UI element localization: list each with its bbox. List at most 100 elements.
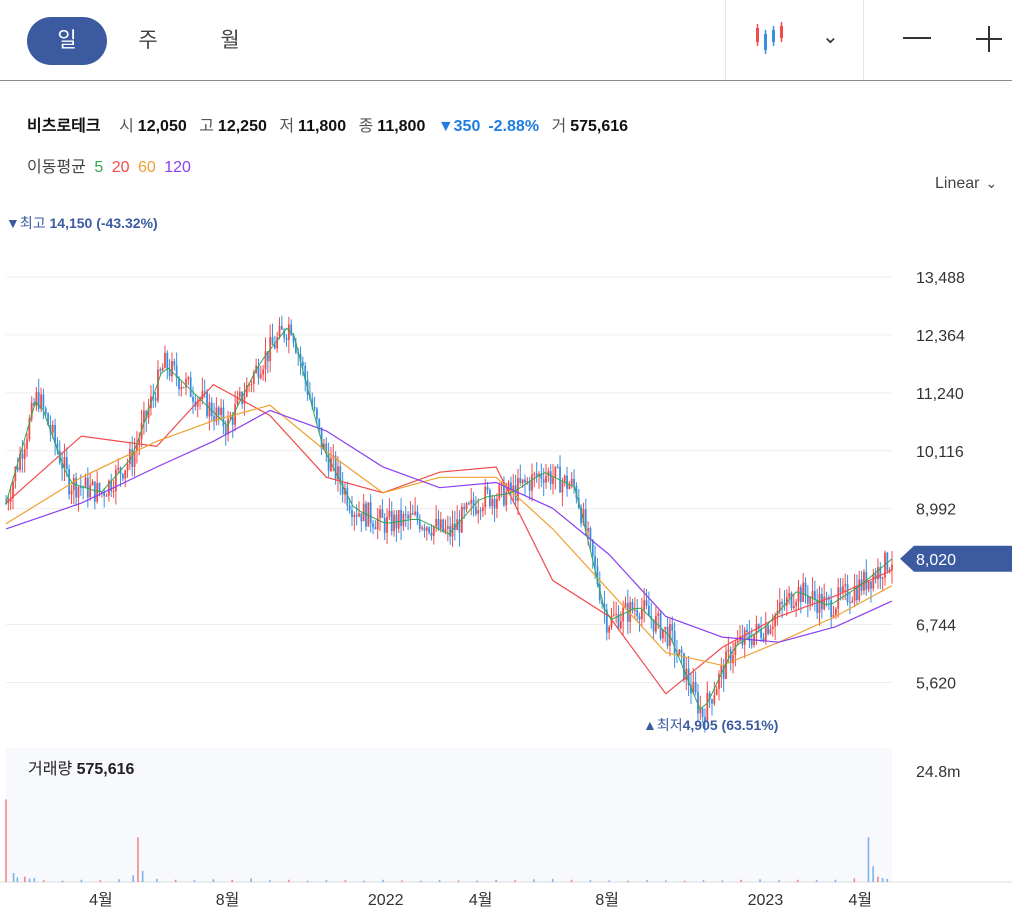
volume-bar: [250, 878, 252, 882]
candle-body: [631, 602, 634, 611]
candle-body: [182, 387, 185, 389]
stock-name: 비츠로테크: [27, 118, 101, 135]
volume-bar: [287, 879, 290, 882]
volume-bar: [834, 879, 837, 882]
candle-body: [769, 629, 772, 634]
tab-monthly[interactable]: 월: [220, 29, 240, 52]
ma-5-label: 5: [94, 159, 104, 176]
candle-body: [121, 474, 124, 479]
candle-body: [44, 408, 47, 414]
candle-body: [112, 491, 115, 493]
change-value: ▼350: [437, 118, 481, 135]
candle-body: [159, 369, 162, 371]
candle-body: [886, 552, 889, 571]
candle-body: [477, 510, 480, 514]
candle-body: [82, 487, 85, 489]
candle-body: [404, 514, 407, 516]
volume-bar: [24, 876, 26, 882]
candle-body: [330, 457, 332, 471]
candle-body: [704, 716, 706, 721]
candle-body: [863, 571, 865, 591]
candle-body: [171, 361, 173, 377]
volume-bar: [589, 880, 592, 882]
candle-body: [510, 482, 512, 493]
tab-daily[interactable]: 일: [27, 17, 107, 65]
candle-body: [7, 501, 10, 504]
candle-body: [720, 665, 723, 675]
volume-bar: [269, 880, 271, 882]
candle-body: [853, 586, 856, 601]
candle-body: [734, 643, 737, 656]
volume-bar: [721, 880, 724, 882]
volume-bar: [33, 877, 36, 882]
candle-body: [570, 478, 573, 485]
candle-body: [594, 555, 597, 566]
candle-body: [491, 498, 494, 507]
candle-body: [206, 392, 208, 417]
candle-body: [774, 615, 777, 627]
candle-body: [547, 471, 550, 476]
volume-bar: [12, 873, 15, 882]
candle-body: [128, 449, 131, 465]
candle-body: [729, 649, 732, 664]
volume-bar: [886, 878, 889, 882]
candle-body: [33, 402, 35, 406]
candle-body: [341, 483, 344, 495]
candle-body: [757, 624, 760, 629]
candle-body: [463, 506, 466, 510]
candle-body: [196, 400, 199, 407]
candle-body: [358, 513, 360, 517]
volume-bar: [118, 879, 120, 882]
candle-body: [849, 601, 851, 603]
candle-body: [891, 564, 893, 570]
candle-body: [189, 377, 192, 397]
candle-body: [411, 513, 414, 515]
tab-weekly[interactable]: 주: [138, 29, 158, 52]
candle-body: [386, 516, 388, 533]
candle-body: [662, 629, 664, 639]
candle-body: [804, 582, 807, 596]
candle-body: [91, 481, 94, 486]
candle-body: [545, 475, 547, 483]
candle-body: [608, 627, 611, 633]
open-value: 12,050: [137, 118, 187, 135]
candlestick-icon[interactable]: [752, 20, 792, 60]
candle-body: [425, 527, 428, 531]
volume-bar: [137, 837, 139, 882]
volume-bar: [156, 878, 158, 882]
candle-body: [105, 495, 108, 497]
candle-body: [325, 443, 328, 455]
volume-bar: [881, 877, 884, 882]
candle-body: [645, 600, 648, 606]
candle-body: [227, 418, 229, 434]
candle-body: [376, 518, 379, 530]
candle-body: [259, 374, 262, 379]
volume-bar: [306, 880, 309, 882]
high-value: 12,250: [217, 118, 267, 135]
candle-body: [636, 610, 639, 617]
candle-body: [217, 407, 220, 416]
candle-body: [114, 469, 117, 492]
candle-body: [542, 479, 545, 483]
candle-body: [250, 383, 253, 385]
candle-body: [369, 502, 372, 524]
minus-icon[interactable]: [903, 37, 931, 39]
candle-body: [617, 613, 620, 629]
candle-body: [467, 503, 470, 505]
candle-body: [143, 410, 145, 423]
volume-bar: [174, 879, 177, 882]
chevron-down-icon[interactable]: ⌄: [822, 26, 839, 48]
candle-body: [706, 692, 709, 721]
volume-bar: [193, 880, 196, 882]
volume-bar: [495, 879, 497, 882]
scale-selector[interactable]: Linear ⌄: [935, 175, 997, 193]
ma60-line: [5, 404, 893, 667]
volume-panel: [6, 748, 892, 882]
candle-body: [809, 597, 812, 604]
candle-body: [713, 695, 716, 704]
candle-body: [100, 492, 103, 494]
candle-body: [397, 510, 400, 529]
candle-body: [692, 681, 695, 694]
candle-body: [30, 402, 33, 419]
